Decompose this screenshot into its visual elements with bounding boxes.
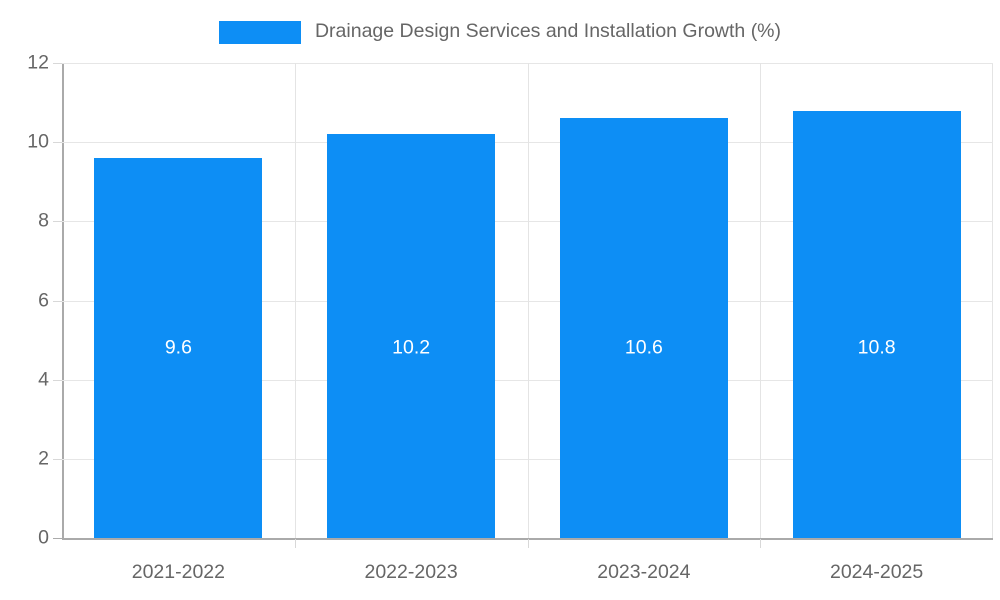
legend-item[interactable]: Drainage Design Services and Installatio… [218,20,782,44]
y-axis-tick [53,63,62,64]
x-axis-category-label: 2022-2023 [364,561,458,583]
legend-item-label: Drainage Design Services and Installatio… [314,20,782,43]
x-axis-tick [528,539,529,548]
gridline-vertical [528,63,529,538]
y-axis-labels: 0 2 4 6 8 10 12 [0,0,49,600]
x-axis-category-label: 2021-2022 [131,561,225,583]
y-axis-tick [53,300,62,302]
y-axis-tick [53,379,62,381]
gridline-horizontal [62,458,993,460]
bar-value-label: 10.2 [392,336,431,359]
bar-value-label: 10.8 [857,336,896,359]
y-axis-tick-label: 10 [27,130,49,153]
gridline-horizontal [62,221,993,223]
y-axis-tick-label: 12 [27,51,49,74]
y-axis-tick-label: 4 [38,367,49,390]
x-axis-tick [295,539,296,548]
gridline-horizontal [62,63,993,64]
y-axis-tick [53,538,62,539]
bar[interactable] [94,158,263,538]
gridline-horizontal [62,142,993,144]
y-axis-tick-label: 8 [38,209,49,232]
y-axis-tick [53,221,62,223]
y-axis-tick [53,142,62,144]
plot-area [62,63,993,540]
bar-value-label: 9.6 [164,336,192,359]
plot-area-wrapper [62,63,993,540]
gridline-vertical [295,63,296,538]
gridline-vertical [760,63,761,538]
x-axis-category-label: 2024-2025 [829,561,924,583]
y-axis-tick [53,458,62,460]
y-axis-tick-label: 6 [38,288,49,311]
y-axis-tick-label: 2 [38,447,49,470]
bar[interactable] [559,118,728,538]
y-axis-tick-label: 0 [38,526,49,549]
x-axis-baseline [62,538,993,540]
gridline-horizontal [62,379,993,381]
gridline-horizontal [62,300,993,302]
legend-swatch-icon [218,20,301,44]
bar-value-label: 10.6 [624,336,663,359]
chart-legend: Drainage Design Services and Installatio… [0,12,1000,52]
x-axis-category-label: 2023-2024 [597,561,691,583]
x-axis-tick [760,539,761,548]
bar[interactable] [327,134,496,538]
bar[interactable] [792,110,961,538]
